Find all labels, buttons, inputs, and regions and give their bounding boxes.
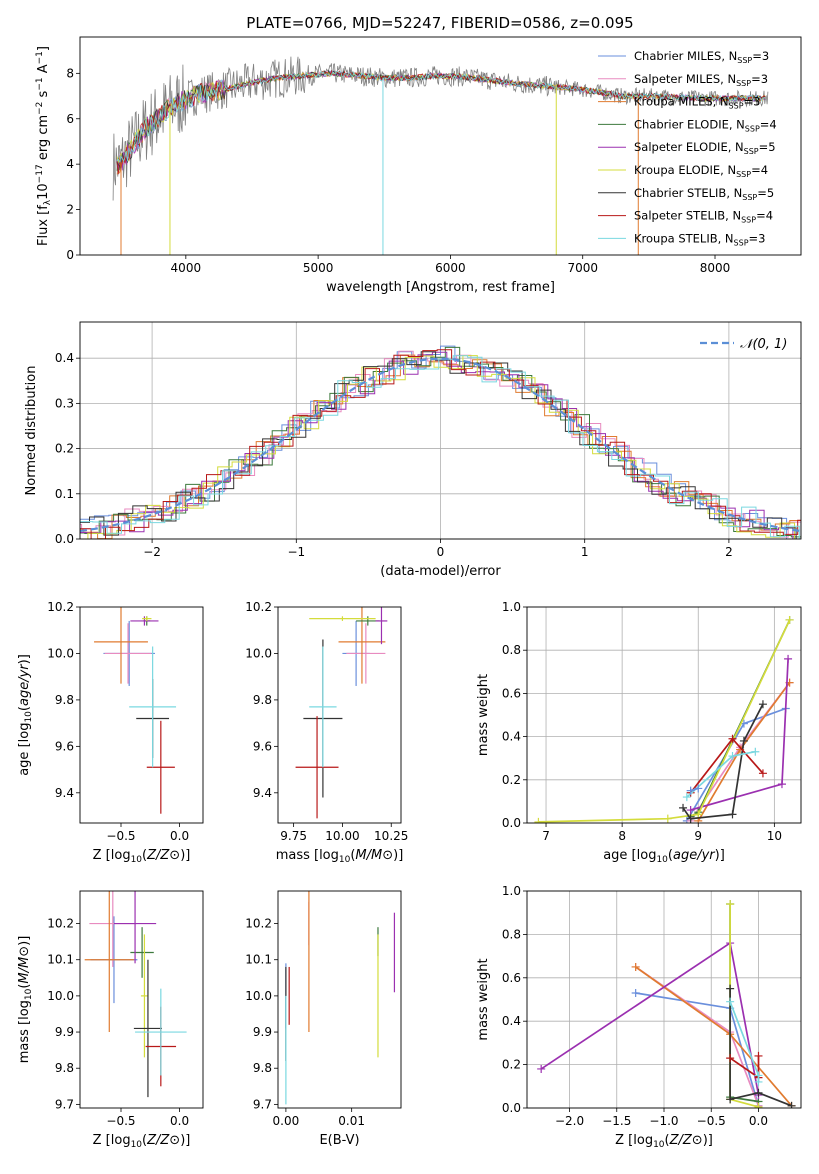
weight_age-xtick-label: 10: [767, 829, 782, 843]
spectrum-ytick-label: 6: [66, 112, 74, 126]
spectrum-title: PLATE=0766, MJD=52247, FIBERID=0586, z=0…: [246, 14, 633, 32]
mass_age-ytick-label: 9.8: [253, 693, 272, 707]
z_age-xtick-label: 0.0: [170, 829, 189, 843]
mass_age-ytick-label: 10.0: [245, 646, 272, 660]
weight_z-ytick-label: 0.2: [502, 1058, 521, 1072]
ebv_mass-ytick-label: 10.1: [245, 953, 272, 967]
spectrum-xtick-label: 4000: [171, 261, 202, 275]
residuals-ylabel: Normed distribution: [24, 366, 39, 496]
residuals-ytick-label: 0.4: [55, 351, 74, 365]
residuals-xtick-label: 0: [437, 545, 445, 559]
residuals-xlabel: (data-model)/error: [380, 564, 501, 579]
z_age-ytick-label: 10.2: [47, 600, 74, 614]
spectrum-ytick-label: 0: [66, 248, 74, 262]
weight_age-xtick-label: 7: [542, 829, 550, 843]
z_mass-xtick-label: 0.0: [170, 1114, 189, 1128]
z_mass-xlabel: Z [log10(Z/Z⊙)]: [93, 1133, 191, 1150]
z_mass-ytick-label: 10.1: [47, 953, 74, 967]
weight_z-ytick-label: 0.6: [502, 971, 521, 985]
ebv_mass-ytick-label: 9.7: [253, 1097, 272, 1111]
weight_age-ylabel: mass weight: [476, 674, 491, 756]
residuals-xtick-label: −2: [143, 545, 161, 559]
mass_age-ytick-label: 9.4: [253, 786, 272, 800]
spectrum-ytick-label: 8: [66, 66, 74, 80]
residuals-xtick-label: −1: [287, 545, 305, 559]
ebv_mass-ytick-label: 9.8: [253, 1061, 272, 1075]
weight_age-ytick-label: 0.6: [502, 686, 521, 700]
weight_z-xtick-label: −1.5: [602, 1114, 631, 1128]
spectrum-ytick-label: 4: [66, 157, 74, 171]
z_age-ytick-label: 9.8: [55, 693, 74, 707]
gauss-legend-label: 𝒩(0, 1): [740, 337, 787, 352]
mass_age-ytick-label: 9.6: [253, 739, 272, 753]
residuals-xtick-label: 2: [725, 545, 733, 559]
mass_age-xtick-label: 9.75: [280, 829, 307, 843]
weight_z-xtick-label: −2.0: [555, 1114, 584, 1128]
spectrum-xtick-label: 6000: [435, 261, 466, 275]
weight_z-xlabel: Z [log10(Z/Z⊙)]: [615, 1133, 713, 1150]
weight_age-ytick-label: 1.0: [502, 600, 521, 614]
weight_age-xtick-label: 9: [694, 829, 702, 843]
spectrum-xtick-label: 7000: [567, 261, 598, 275]
weight_age-ytick-label: 0.8: [502, 643, 521, 657]
weight_z-xtick-label: 0.0: [749, 1114, 768, 1128]
mass_age-xtick-label: 10.00: [325, 829, 359, 843]
spectrum-xlabel: wavelength [Angstrom, rest frame]: [326, 280, 555, 295]
weight_z-ytick-label: 0.4: [502, 1014, 521, 1028]
weight_z-xtick-label: −1.0: [649, 1114, 678, 1128]
weight_z-xtick-label: −0.5: [697, 1114, 726, 1128]
spectrum-ylabel: Flux [fλ10−17 erg cm−2 s−1 A−1]: [35, 46, 53, 246]
ebv_mass-xtick-label: 0.01: [338, 1114, 365, 1128]
z_mass-ytick-label: 10.2: [47, 917, 74, 931]
z_mass-ytick-label: 9.7: [55, 1097, 74, 1111]
residuals-ytick-label: 0.2: [55, 442, 74, 456]
ebv_mass-ytick-label: 9.9: [253, 1025, 272, 1039]
z_age-ytick-label: 9.4: [55, 786, 74, 800]
weight_age-ytick-label: 0.2: [502, 773, 521, 787]
spectrum-xtick-label: 8000: [700, 261, 731, 275]
spectrum-xtick-label: 5000: [303, 261, 334, 275]
ebv_mass-xtick-label: 0.00: [273, 1114, 300, 1128]
ebv_mass-ytick-label: 10.2: [245, 917, 272, 931]
weight_age-xtick-label: 8: [618, 829, 626, 843]
residuals-ytick-label: 0.1: [55, 487, 74, 501]
z_age-xlabel: Z [log10(Z/Z⊙)]: [93, 848, 191, 865]
weight_z-ytick-label: 0.0: [502, 1101, 521, 1115]
residuals-ytick-label: 0.3: [55, 396, 74, 410]
weight_z-ytick-label: 0.8: [502, 927, 521, 941]
ebv_mass-ytick-label: 10.0: [245, 989, 272, 1003]
z_age-ytick-label: 9.6: [55, 739, 74, 753]
z_mass-ytick-label: 9.8: [55, 1061, 74, 1075]
mass_age-xtick-label: 10.25: [374, 829, 408, 843]
weight_age-ytick-label: 0.0: [502, 816, 521, 830]
z_age-ytick-label: 10.0: [47, 646, 74, 660]
ebv_mass-xlabel: E(B-V): [319, 1133, 359, 1148]
z_mass-xtick-label: −0.5: [106, 1114, 135, 1128]
residuals-xtick-label: 1: [581, 545, 589, 559]
weight_age-ytick-label: 0.4: [502, 730, 521, 744]
z_mass-ytick-label: 10.0: [47, 989, 74, 1003]
residuals-ytick-label: 0.0: [55, 532, 74, 546]
mass_age-ytick-label: 10.2: [245, 600, 272, 614]
z_age-xtick-label: −0.5: [106, 829, 135, 843]
spectrum-ytick-label: 2: [66, 203, 74, 217]
z_mass-ytick-label: 9.9: [55, 1025, 74, 1039]
weight_z-ylabel: mass weight: [476, 958, 491, 1040]
weight_z-ytick-label: 1.0: [502, 884, 521, 898]
